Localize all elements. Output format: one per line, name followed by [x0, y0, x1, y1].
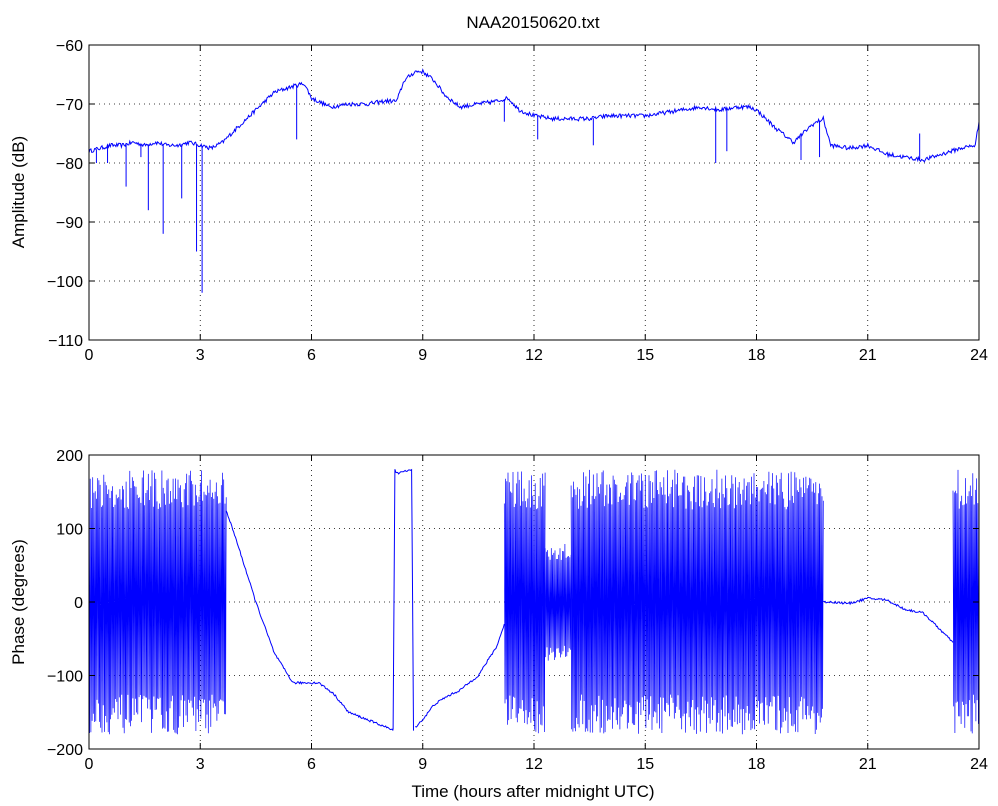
x-tick-label: 21	[859, 347, 877, 364]
y-tick-label: 200	[56, 448, 83, 465]
x-tick-label: 15	[636, 347, 654, 364]
phase-y-axis-label: Phase (degrees)	[9, 539, 28, 665]
y-tick-label: −60	[56, 38, 83, 55]
x-tick-label: 24	[970, 756, 988, 773]
amplitude-plot-area	[88, 68, 980, 293]
amplitude-grid	[89, 45, 979, 340]
amplitude-series-line	[88, 68, 980, 163]
x-tick-label: 6	[307, 347, 316, 364]
x-tick-label: 9	[418, 756, 427, 773]
phase-series-line	[225, 510, 394, 731]
amplitude-ticks: 0 3 6 9 12 15 18 21 24 −60 −70 −80 −90 −100 −110	[47, 38, 988, 364]
y-tick-label: −80	[56, 156, 83, 173]
phase-wrap-trace	[503, 471, 546, 734]
phase-wrap-trace	[952, 469, 980, 734]
y-tick-label: −100	[47, 669, 83, 686]
x-tick-label: 0	[85, 756, 94, 773]
y-tick-label: −90	[56, 215, 83, 232]
x-tick-label: 3	[196, 347, 205, 364]
phase-series-line	[823, 596, 954, 643]
x-tick-label: 18	[748, 347, 766, 364]
x-tick-label: 15	[636, 756, 654, 773]
x-axis-label: Time (hours after midnight UTC)	[411, 782, 654, 801]
x-tick-label: 21	[859, 756, 877, 773]
phase-wrap-trace	[544, 543, 572, 661]
phase-series-line	[392, 468, 414, 731]
amplitude-panel: NAA20150620.txt 0 3 6 9 12 15 18 21 24 −60 −70 −80 −…	[9, 13, 988, 364]
phase-plot-area	[88, 468, 980, 735]
y-tick-label: 0	[74, 595, 83, 612]
x-tick-label: 3	[196, 756, 205, 773]
phase-ticks: 0 3 6 9 12 15 18 21 24 200 100 0 −100 −200	[47, 448, 988, 773]
y-tick-label: −70	[56, 97, 83, 114]
phase-wrap-trace	[88, 470, 227, 735]
x-tick-label: 12	[525, 756, 543, 773]
phase-series-line	[415, 623, 505, 728]
x-tick-label: 9	[418, 347, 427, 364]
x-tick-label: 0	[85, 347, 94, 364]
y-tick-label: −200	[47, 742, 83, 759]
amplitude-y-axis-label: Amplitude (dB)	[9, 136, 28, 248]
y-tick-label: −100	[47, 274, 83, 291]
x-tick-label: 24	[970, 347, 988, 364]
phase-wrap-trace	[570, 469, 824, 735]
x-tick-label: 12	[525, 347, 543, 364]
y-tick-label: 100	[56, 522, 83, 539]
y-tick-label: −110	[48, 333, 83, 350]
x-tick-label: 6	[307, 756, 316, 773]
x-tick-label: 18	[748, 756, 766, 773]
phase-panel: 0 3 6 9 12 15 18 21 24 200 100 0 −100 −200 Phase (deg…	[9, 448, 988, 801]
chart-title: NAA20150620.txt	[466, 13, 600, 32]
